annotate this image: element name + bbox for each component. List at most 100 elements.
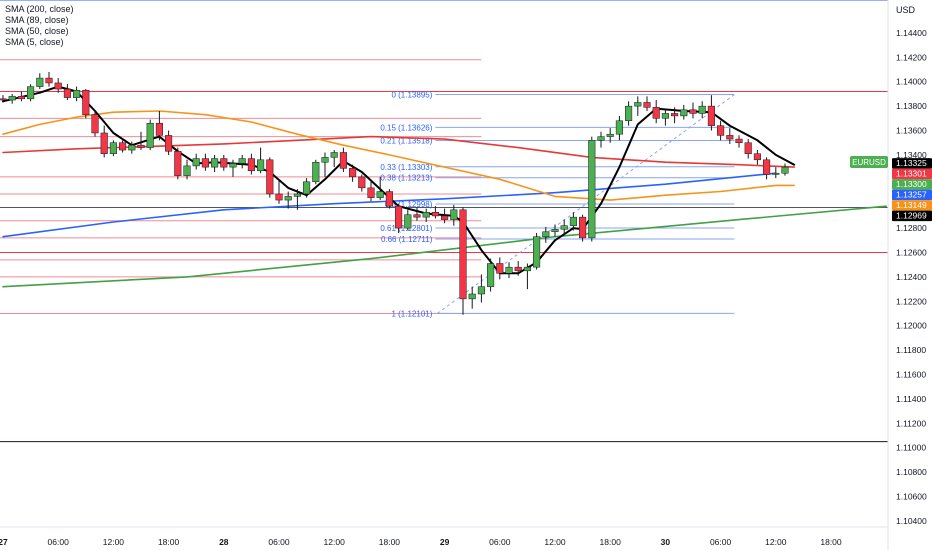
time-tick-label: 18:00: [158, 537, 180, 547]
candle-body: [303, 181, 311, 195]
candle-bullish: [597, 131, 605, 148]
time-tick-label: 12:00: [544, 537, 566, 547]
candle-bullish: [468, 286, 476, 309]
candle-bullish: [36, 73, 44, 90]
candle-body: [413, 214, 421, 218]
candle-body: [477, 286, 485, 295]
candle-bearish: [441, 208, 449, 224]
candle-body: [671, 113, 679, 117]
candle-bearish: [54, 78, 62, 93]
fib-level-label: 0.38 (1.13213): [380, 174, 432, 183]
candle-body: [542, 231, 550, 237]
legend-sma-89[interactable]: SMA (89, close): [5, 15, 69, 25]
candle-body: [625, 105, 633, 122]
price-tick-label: 1.11800: [896, 345, 926, 355]
candle-bullish: [560, 219, 568, 235]
legend-sma-50[interactable]: SMA (50, close): [5, 26, 69, 36]
candle-bearish: [643, 96, 651, 112]
candle-bullish: [73, 86, 81, 102]
candle-bearish: [514, 261, 522, 276]
candle-bearish: [339, 147, 347, 173]
price-badge: 1.13257: [892, 189, 932, 201]
candle-body: [468, 293, 476, 300]
candle-body: [349, 168, 357, 178]
candle-bullish: [257, 147, 265, 174]
candle-bullish: [321, 152, 329, 177]
candle-body: [551, 229, 559, 233]
candle-body: [238, 158, 246, 164]
currency-label: USD: [896, 5, 916, 15]
candle-bearish: [100, 125, 108, 158]
time-tick-label: 06:00: [710, 537, 732, 547]
candle-bullish: [505, 262, 513, 279]
candle-bullish: [781, 163, 789, 176]
fib-level-label: 0.66 (1.12711): [381, 235, 433, 244]
candle-body: [211, 158, 219, 168]
price-axis[interactable]: 1.14400 1.14200 1.14000 1.13800 1.13600 1.134…: [896, 28, 927, 526]
candle-body: [201, 158, 209, 168]
fib-level-label: 0.15 (1.13626): [380, 123, 432, 132]
candle-body: [459, 209, 467, 300]
price-tick-label: 1.13400: [896, 150, 927, 160]
candle-body: [183, 165, 191, 176]
fib-trend-line: [437, 94, 735, 314]
price-tick-label: 1.12400: [896, 272, 927, 282]
candle-bullish: [680, 104, 688, 120]
candle-body: [579, 216, 587, 239]
candle-bearish: [726, 128, 734, 144]
candle-bearish: [459, 207, 467, 315]
candle-body: [54, 82, 62, 90]
candle-body: [17, 96, 25, 100]
candle-bullish: [8, 93, 16, 104]
candle-body: [8, 96, 16, 101]
candle-body: [284, 196, 292, 201]
candle-body: [707, 105, 715, 126]
fib-level-label: 1 (1.12101): [391, 309, 432, 318]
candle-body: [781, 166, 789, 174]
legend-sma-5[interactable]: SMA (5, close): [5, 37, 64, 47]
candle-bullish: [312, 159, 320, 185]
price-badge: 1.12969: [892, 210, 932, 222]
candle-bearish: [63, 84, 71, 101]
fibonacci-retracement[interactable]: 0 (1.13895) 0.15 (1.13626) 0.21 (1.13518) 0…: [380, 91, 735, 319]
price-tick-label: 1.14400: [896, 28, 927, 38]
candle-bearish: [137, 131, 145, 151]
price-badge-bg: [892, 189, 932, 201]
candle-body: [560, 225, 568, 230]
price-badge-text: 1.13325: [896, 158, 927, 168]
candle-bullish: [109, 140, 117, 157]
time-axis[interactable]: 27 06:00 12:00 18:00 28 06:00 12:00 18:00 29 06:0…: [0, 537, 842, 547]
candle-bearish: [266, 157, 274, 198]
candle-body: [137, 144, 145, 148]
candle-body: [569, 216, 577, 226]
candle-bullish: [229, 159, 237, 177]
time-tick-label: 06:00: [48, 537, 70, 547]
candle-body: [533, 236, 541, 268]
candle-body: [441, 215, 449, 220]
candle-body: [36, 77, 44, 87]
candle-bearish: [744, 139, 752, 159]
legend-sma-200[interactable]: SMA (200, close): [5, 4, 74, 14]
fib-level-label: 0 (1.13895): [391, 91, 432, 100]
candle-body: [450, 209, 458, 220]
candle-body: [247, 158, 255, 172]
candle-body: [505, 266, 513, 274]
candle-bearish: [431, 206, 439, 219]
candle-bearish: [717, 120, 725, 141]
candle-body: [588, 140, 596, 239]
candle-body: [385, 191, 393, 207]
candle-body: [155, 122, 163, 136]
candle-body: [717, 125, 725, 136]
candle-body: [726, 135, 734, 140]
price-badge: 1.13300: [892, 179, 932, 190]
price-badge: 1.13149: [892, 200, 932, 211]
price-tick-label: 1.10800: [896, 467, 927, 477]
candle-bullish: [183, 159, 191, 180]
candle-bullish: [487, 258, 495, 292]
sma-line: [2, 110, 795, 201]
candle-bearish: [91, 111, 99, 137]
candle-bearish: [174, 147, 182, 180]
candle-bearish: [671, 107, 679, 124]
candle-body: [91, 114, 99, 134]
